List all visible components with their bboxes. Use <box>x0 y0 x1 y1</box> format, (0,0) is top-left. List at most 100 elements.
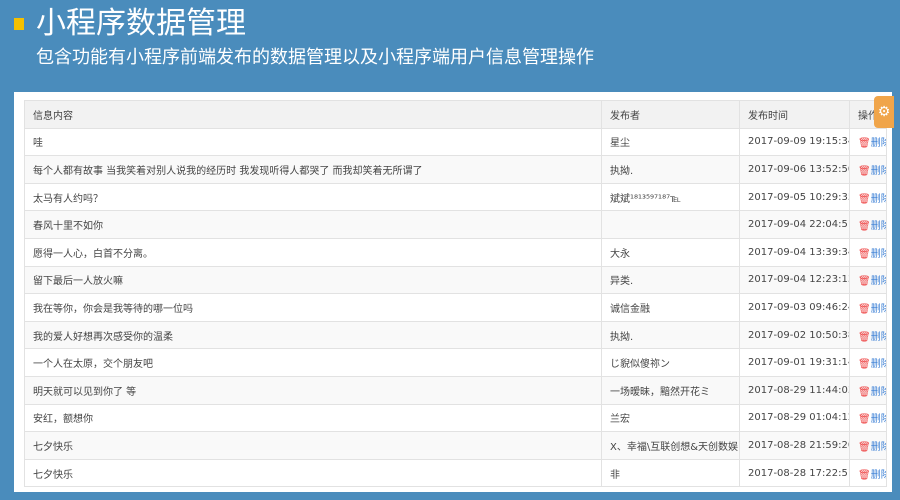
cell-time: 2017-09-04 12:23:13 <box>739 265 850 295</box>
settings-button[interactable]: ⚙ <box>874 96 894 128</box>
delete-label: 删除 <box>870 138 886 150</box>
trash-icon: 🗑 <box>858 221 871 233</box>
cell-time: 2017-08-28 21:59:20 <box>739 431 850 460</box>
delete-label: 删除 <box>870 386 886 398</box>
delete-label: 删除 <box>870 248 886 260</box>
page-subtitle: 包含功能有小程序前端发布的数据管理以及小程序端用户信息管理操作 <box>36 47 594 68</box>
delete-label: 删除 <box>870 303 886 315</box>
delete-label: 删除 <box>870 193 886 205</box>
delete-button[interactable]: 🗑删除 <box>858 138 886 150</box>
cell-author: X、幸福\互联创想&天创数娱 <box>601 431 740 460</box>
delete-label: 删除 <box>870 441 886 453</box>
trash-icon: 🗑 <box>858 331 871 343</box>
cell-content: 留下最后一人放火嘛 <box>24 265 602 295</box>
delete-button[interactable]: 🗑删除 <box>858 165 886 177</box>
delete-button[interactable]: 🗑删除 <box>858 331 886 343</box>
delete-button[interactable]: 🗑删除 <box>858 386 886 398</box>
trash-icon: 🗑 <box>858 165 871 177</box>
cell-content: 春风十里不如你 <box>24 210 602 239</box>
page-title: 小程序数据管理 <box>36 6 246 41</box>
cell-author: 兰宏 <box>601 403 740 433</box>
table-row: 我的爱人好想再次感受你的温柔 执拗. 2017-09-02 10:50:38 🗑… <box>24 320 887 350</box>
table-row: 愿得一人心，白首不分离。 大永 2017-09-04 13:39:34 🗑删除 <box>24 237 887 267</box>
delete-button[interactable]: 🗑删除 <box>858 359 886 371</box>
table-row: 太马有人约吗？ 斌斌¹⁸¹³⁵⁹⁷¹⁸⁷℡ 2017-09-05 10:29:3… <box>24 182 887 212</box>
table-row: 安红，额想你 兰宏 2017-08-29 01:04:12 🗑删除 <box>24 403 887 433</box>
cell-author: 斌斌¹⁸¹³⁵⁹⁷¹⁸⁷℡ <box>601 182 740 212</box>
cell-content: 每个人都有故事 当我笑着对别人说我的经历时 我发现听得人都哭了 而我却笑着无所谓… <box>24 155 602 184</box>
trash-icon: 🗑 <box>858 276 871 288</box>
trash-icon: 🗑 <box>858 441 871 453</box>
table-row: 七夕快乐 非 2017-08-28 17:22:51 🗑删除 <box>24 458 887 488</box>
cell-author: じ貎似傻祢ン <box>601 348 740 377</box>
gear-icon: ⚙ <box>877 104 891 120</box>
delete-button[interactable]: 🗑删除 <box>858 414 886 426</box>
table-row: 七夕快乐 X、幸福\互联创想&天创数娱 2017-08-28 21:59:20 … <box>24 431 887 460</box>
cell-time: 2017-09-06 13:52:50 <box>739 155 850 184</box>
cell-author: 异类. <box>601 265 740 295</box>
cell-time: 2017-08-29 11:44:03 <box>739 375 850 405</box>
cell-content: 我的爱人好想再次感受你的温柔 <box>24 320 602 350</box>
trash-icon: 🗑 <box>858 414 871 426</box>
cell-time: 2017-09-02 10:50:38 <box>739 320 850 350</box>
trash-icon: 🗑 <box>858 303 871 315</box>
delete-button[interactable]: 🗑删除 <box>858 193 886 205</box>
trash-icon: 🗑 <box>858 248 871 260</box>
delete-label: 删除 <box>870 221 886 233</box>
cell-author: 非 <box>601 458 740 488</box>
cell-content: 我在等你，你会是我等待的哪一位吗 <box>24 293 602 322</box>
delete-label: 删除 <box>870 414 886 426</box>
delete-label: 删除 <box>870 469 886 481</box>
cell-content: 明天就可以见到你了 等 <box>24 375 602 405</box>
cell-author <box>601 210 740 239</box>
delete-button[interactable]: 🗑删除 <box>858 276 886 288</box>
cell-time: 2017-09-01 19:31:14 <box>739 348 850 377</box>
cell-content: 太马有人约吗？ <box>24 182 602 212</box>
column-header-time: 发布时间 <box>739 100 850 129</box>
delete-button[interactable]: 🗑删除 <box>858 248 886 260</box>
column-header-author: 发布者 <box>601 100 740 129</box>
cell-author: 一场暧昧，黯然开花ミ <box>601 375 740 405</box>
table-row: 每个人都有故事 当我笑着对别人说我的经历时 我发现听得人都哭了 而我却笑着无所谓… <box>24 155 887 184</box>
table-row: 明天就可以见到你了 等 一场暧昧，黯然开花ミ 2017-08-29 11:44:… <box>24 375 887 405</box>
trash-icon: 🗑 <box>858 138 871 150</box>
cell-content: 愿得一人心，白首不分离。 <box>24 237 602 267</box>
table-row: 春风十里不如你 2017-09-04 22:04:51 🗑删除 <box>24 210 887 239</box>
cell-time: 2017-09-04 22:04:51 <box>739 210 850 239</box>
cell-author: 执拗. <box>601 155 740 184</box>
cell-content: 七夕快乐 <box>24 431 602 460</box>
trash-icon: 🗑 <box>858 469 871 481</box>
cell-content: 七夕快乐 <box>24 458 602 488</box>
table-row: 哇 星尘 2017-09-09 19:15:34 🗑删除 <box>24 127 887 157</box>
cell-content: 安红，额想你 <box>24 403 602 433</box>
cell-author: 星尘 <box>601 127 740 157</box>
cell-time: 2017-08-29 01:04:12 <box>739 403 850 433</box>
delete-label: 删除 <box>870 359 886 371</box>
cell-author: 大永 <box>601 237 740 267</box>
table-row: 一个人在太原，交个朋友吧 じ貎似傻祢ン 2017-09-01 19:31:14 … <box>24 348 887 377</box>
trash-icon: 🗑 <box>858 193 871 205</box>
delete-button[interactable]: 🗑删除 <box>858 221 886 233</box>
delete-button[interactable]: 🗑删除 <box>858 441 886 453</box>
cell-author: 诚信金融 <box>601 293 740 322</box>
trash-icon: 🗑 <box>858 359 871 371</box>
cell-content: 哇 <box>24 127 602 157</box>
delete-label: 删除 <box>870 276 886 288</box>
column-header-content: 信息内容 <box>24 100 602 129</box>
cell-time: 2017-09-09 19:15:34 <box>739 127 850 157</box>
cell-content: 一个人在太原，交个朋友吧 <box>24 348 602 377</box>
cell-time: 2017-09-05 10:29:35 <box>739 182 850 212</box>
table-row: 我在等你，你会是我等待的哪一位吗 诚信金融 2017-09-03 09:46:2… <box>24 293 887 322</box>
delete-button[interactable]: 🗑删除 <box>858 469 886 481</box>
data-table: 信息内容 发布者 发布时间 操作 哇 星尘 2017-09-09 19:15:3… <box>24 100 887 488</box>
trash-icon: 🗑 <box>858 386 871 398</box>
cell-time: 2017-09-04 13:39:34 <box>739 237 850 267</box>
delete-label: 删除 <box>870 165 886 177</box>
data-panel: 信息内容 发布者 发布时间 操作 哇 星尘 2017-09-09 19:15:3… <box>14 92 892 492</box>
delete-label: 删除 <box>870 331 886 343</box>
delete-button[interactable]: 🗑删除 <box>858 303 886 315</box>
cell-author: 执拗. <box>601 320 740 350</box>
cell-time: 2017-09-03 09:46:24 <box>739 293 850 322</box>
table-header: 信息内容 发布者 发布时间 操作 <box>24 100 887 129</box>
title-marker <box>14 18 24 30</box>
